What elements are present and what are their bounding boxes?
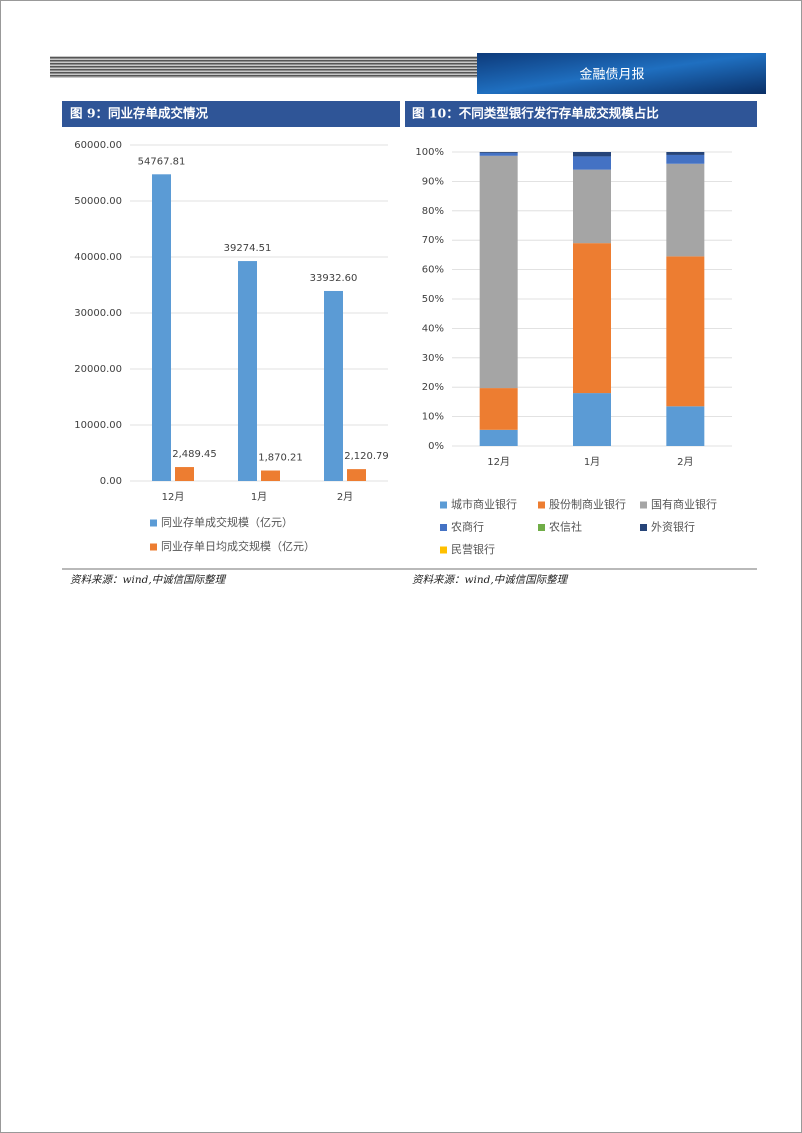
- legend-label: 民营银行: [451, 542, 495, 556]
- bar: [175, 467, 194, 481]
- legend-label: 农信社: [549, 520, 582, 534]
- bar-segment: [573, 243, 611, 394]
- y-tick-label: 10%: [422, 412, 444, 423]
- data-label: 54767.81: [138, 156, 186, 167]
- bar-segment: [479, 152, 518, 153]
- bar: [347, 469, 366, 481]
- bar: [324, 290, 343, 481]
- y-tick-label: 0.00: [100, 476, 122, 487]
- y-tick-label: 20000.00: [74, 364, 122, 375]
- bar-segment: [573, 152, 611, 157]
- legend-swatch: [538, 524, 545, 531]
- bar-segment: [666, 256, 705, 407]
- bar-segment: [479, 429, 518, 446]
- y-tick-label: 0%: [428, 441, 444, 452]
- legend-swatch: [440, 546, 447, 554]
- bar-segment: [573, 169, 611, 244]
- source: 资料来源：wind,中诚信国际整理: [70, 574, 227, 586]
- figure-title-bar: [62, 101, 400, 127]
- figure-title: 图 10：不同类型银行发行存单成交规模占比: [412, 106, 659, 121]
- bar: [261, 470, 280, 481]
- legend-swatch: [150, 543, 157, 551]
- bar-segment: [479, 155, 518, 389]
- source: 资料来源：wind,中诚信国际整理: [412, 574, 569, 586]
- header-stripes: [50, 56, 477, 78]
- bar-segment: [573, 156, 611, 170]
- y-tick-label: 50%: [422, 294, 444, 305]
- header-title: 金融债月报: [579, 67, 644, 83]
- bar-segment: [573, 393, 611, 446]
- bar: [238, 261, 257, 481]
- data-label: 39274.51: [224, 243, 272, 254]
- legend-label: 国有商业银行: [651, 497, 717, 511]
- bar-segment: [666, 163, 705, 257]
- bar-segment: [666, 152, 705, 155]
- legend-swatch: [150, 519, 157, 527]
- data-label: 2,120.79: [344, 451, 389, 462]
- data-label: 1,870.21: [258, 453, 303, 464]
- bar-segment: [479, 152, 518, 156]
- y-tick-label: 70%: [422, 235, 444, 246]
- x-tick-label: 1月: [584, 456, 600, 468]
- header-image: [477, 53, 766, 94]
- legend-label: 同业存单成交规模（亿元）: [161, 515, 293, 529]
- legend-swatch: [440, 501, 447, 509]
- legend-swatch: [640, 524, 647, 531]
- figure-title-bar: [405, 101, 757, 127]
- x-tick-label: 12月: [487, 456, 510, 468]
- y-tick-label: 40000.00: [74, 252, 122, 263]
- x-tick-label: 1月: [251, 491, 267, 503]
- x-tick-label: 12月: [162, 491, 185, 503]
- bar-segment: [666, 154, 705, 164]
- x-tick-label: 2月: [337, 491, 353, 503]
- y-tick-label: 20%: [422, 382, 444, 393]
- y-tick-label: 80%: [422, 206, 444, 217]
- bar-segment: [479, 388, 518, 430]
- legend-swatch: [640, 501, 647, 509]
- legend-label: 城市商业银行: [451, 497, 517, 511]
- y-tick-label: 10000.00: [74, 420, 122, 431]
- bar-segment: [666, 406, 705, 446]
- x-tick-label: 2月: [677, 456, 693, 468]
- data-label: 33932.60: [310, 273, 358, 284]
- data-label: 2,489.45: [172, 449, 217, 460]
- y-tick-label: 60000.00: [74, 140, 122, 151]
- y-tick-label: 50000.00: [74, 196, 122, 207]
- bar: [152, 174, 171, 481]
- y-tick-label: 100%: [415, 147, 444, 158]
- legend-label: 股份制商业银行: [549, 497, 626, 511]
- legend-label: 外资银行: [651, 520, 695, 534]
- legend-label: 同业存单日均成交规模（亿元）: [161, 539, 315, 553]
- y-tick-label: 60%: [422, 265, 444, 276]
- y-tick-label: 30%: [422, 353, 444, 364]
- y-tick-label: 40%: [422, 323, 444, 334]
- legend-swatch: [538, 501, 545, 509]
- legend-label: 农商行: [451, 520, 484, 534]
- figure-title: 图 9：同业存单成交情况: [70, 106, 209, 121]
- legend-swatch: [440, 524, 447, 531]
- y-tick-label: 30000.00: [74, 308, 122, 319]
- y-tick-label: 90%: [422, 176, 444, 187]
